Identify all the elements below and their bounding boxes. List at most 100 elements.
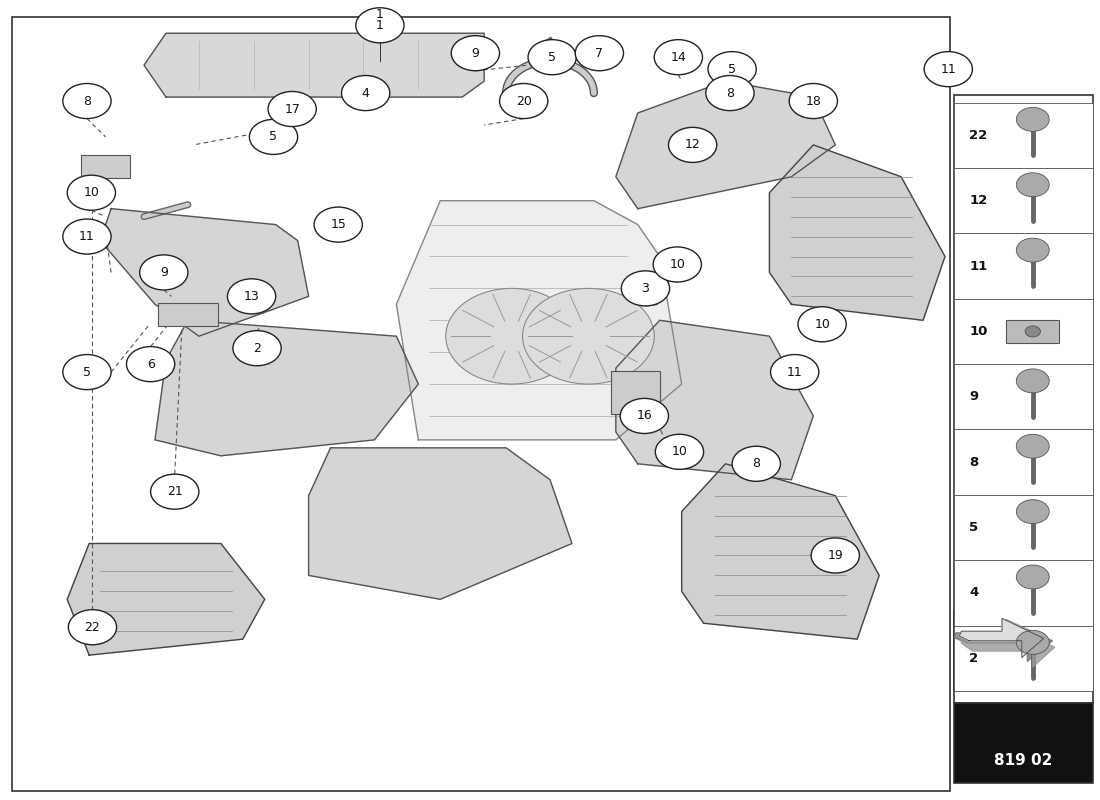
FancyBboxPatch shape	[954, 611, 1093, 703]
Circle shape	[233, 330, 282, 366]
Polygon shape	[961, 627, 1055, 667]
Text: 819 02: 819 02	[994, 753, 1053, 768]
Polygon shape	[769, 145, 945, 320]
Circle shape	[1016, 238, 1049, 262]
Text: 8: 8	[969, 456, 978, 469]
Circle shape	[250, 119, 298, 154]
Circle shape	[924, 52, 972, 86]
Text: 1: 1	[376, 8, 384, 22]
Polygon shape	[67, 543, 265, 655]
Text: 10: 10	[814, 318, 830, 330]
Text: 21: 21	[167, 485, 183, 498]
Circle shape	[126, 346, 175, 382]
Polygon shape	[396, 201, 682, 440]
Text: 18: 18	[805, 94, 822, 107]
Text: 5: 5	[548, 50, 557, 64]
Text: 10: 10	[84, 186, 99, 199]
Text: 3: 3	[641, 282, 649, 295]
Circle shape	[522, 288, 654, 384]
Circle shape	[789, 83, 837, 118]
FancyBboxPatch shape	[954, 495, 1093, 560]
Circle shape	[653, 247, 702, 282]
Text: 20: 20	[516, 94, 531, 107]
Text: 8: 8	[726, 86, 734, 99]
FancyBboxPatch shape	[954, 430, 1093, 495]
Text: 1: 1	[376, 19, 384, 32]
Circle shape	[528, 40, 576, 74]
Text: 2: 2	[969, 652, 978, 665]
FancyBboxPatch shape	[81, 155, 130, 178]
Circle shape	[268, 91, 317, 126]
Circle shape	[669, 127, 717, 162]
Polygon shape	[100, 209, 309, 336]
Circle shape	[315, 207, 362, 242]
Circle shape	[63, 83, 111, 118]
Circle shape	[654, 40, 703, 74]
Text: 5: 5	[82, 366, 91, 378]
Text: 5: 5	[969, 521, 978, 534]
Circle shape	[63, 219, 111, 254]
FancyBboxPatch shape	[954, 560, 1093, 626]
Circle shape	[798, 306, 846, 342]
Circle shape	[706, 75, 755, 110]
Circle shape	[1016, 369, 1049, 393]
Text: 16: 16	[637, 410, 652, 422]
FancyBboxPatch shape	[612, 370, 660, 414]
Polygon shape	[155, 320, 418, 456]
Polygon shape	[682, 464, 879, 639]
Text: 14: 14	[671, 50, 686, 64]
Polygon shape	[616, 81, 835, 209]
Circle shape	[708, 52, 757, 86]
Polygon shape	[954, 619, 1053, 662]
Text: 9: 9	[969, 390, 978, 403]
FancyBboxPatch shape	[954, 298, 1093, 364]
FancyBboxPatch shape	[954, 364, 1093, 430]
FancyBboxPatch shape	[158, 302, 218, 326]
Text: 22: 22	[85, 621, 100, 634]
Text: 9: 9	[160, 266, 167, 279]
Text: 10: 10	[969, 325, 988, 338]
Text: 9: 9	[472, 46, 480, 60]
Circle shape	[499, 83, 548, 118]
FancyBboxPatch shape	[954, 234, 1093, 298]
FancyBboxPatch shape	[954, 102, 1093, 168]
Text: 4: 4	[362, 86, 370, 99]
FancyBboxPatch shape	[12, 18, 950, 790]
Text: 10: 10	[669, 258, 685, 271]
Circle shape	[140, 255, 188, 290]
FancyBboxPatch shape	[954, 168, 1093, 234]
Text: 5: 5	[270, 130, 277, 143]
Text: 19: 19	[827, 549, 844, 562]
Text: 12: 12	[685, 138, 701, 151]
Text: 11: 11	[969, 259, 988, 273]
Text: 15: 15	[330, 218, 346, 231]
Text: 10: 10	[671, 446, 688, 458]
FancyBboxPatch shape	[1006, 320, 1059, 342]
Circle shape	[68, 610, 117, 645]
Text: 7: 7	[595, 46, 604, 60]
FancyBboxPatch shape	[954, 703, 1093, 782]
Text: 11: 11	[79, 230, 95, 243]
Circle shape	[1016, 434, 1049, 458]
Circle shape	[1016, 173, 1049, 197]
Circle shape	[1016, 107, 1049, 131]
Circle shape	[67, 175, 116, 210]
Circle shape	[621, 271, 670, 306]
Text: 5: 5	[728, 62, 736, 76]
Text: 8: 8	[82, 94, 91, 107]
Text: 13: 13	[244, 290, 260, 303]
Text: 4: 4	[969, 586, 978, 599]
Circle shape	[1016, 565, 1049, 589]
Polygon shape	[959, 618, 1044, 658]
Circle shape	[656, 434, 704, 470]
Circle shape	[228, 279, 276, 314]
Text: 8: 8	[752, 458, 760, 470]
Text: 2: 2	[253, 342, 261, 354]
FancyBboxPatch shape	[954, 626, 1093, 691]
Circle shape	[63, 354, 111, 390]
Circle shape	[446, 288, 578, 384]
Text: 6: 6	[146, 358, 154, 370]
Circle shape	[770, 354, 818, 390]
Circle shape	[811, 538, 859, 573]
Circle shape	[451, 36, 499, 70]
